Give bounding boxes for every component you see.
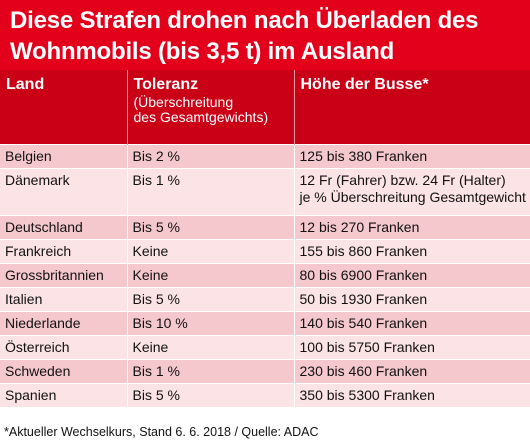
cell-toleranz: Bis 10 %: [127, 310, 295, 335]
cell-toleranz: Bis 1 %: [127, 358, 295, 383]
table-row: Italien Bis 5 % 50 bis 1930 Franken: [0, 286, 530, 311]
cell-busse: 80 bis 6900 Franken: [294, 262, 530, 287]
cell-land: Österreich: [0, 334, 128, 359]
table-row: Niederlande Bis 10 % 140 bis 540 Franken: [0, 310, 530, 335]
header-toleranz: Toleranz (Überschreitung des Gesamtgewic…: [127, 70, 295, 144]
cell-busse: 140 bis 540 Franken: [294, 310, 530, 335]
cell-toleranz: Bis 5 %: [127, 382, 295, 407]
cell-land: Grossbritannien: [0, 262, 128, 287]
cell-land: Belgien: [0, 143, 128, 168]
cell-busse: 12 Fr (Fahrer) bzw. 24 Fr (Halter) je % …: [294, 167, 530, 215]
header-busse: Höhe der Busse*: [300, 76, 429, 93]
table-row: Frankreich Keine 155 bis 860 Franken: [0, 238, 530, 263]
cell-toleranz: Bis 2 %: [127, 143, 295, 168]
table-row: Österreich Keine 100 bis 5750 Franken: [0, 334, 530, 359]
cell-land: Dänemark: [0, 167, 128, 215]
cell-land: Italien: [0, 286, 128, 311]
header-toleranz-title: Toleranz: [133, 76, 199, 93]
headline-line-2: Wohnmobils (bis 3,5 t) im Ausland: [10, 38, 395, 65]
cell-toleranz: Bis 5 %: [127, 214, 295, 239]
table-row: Deutschland Bis 5 % 12 bis 270 Franken: [0, 214, 530, 239]
fines-table: Land Toleranz (Überschreitung des Gesamt…: [0, 70, 530, 407]
cell-busse: 155 bis 860 Franken: [294, 238, 530, 263]
cell-busse: 12 bis 270 Franken: [294, 214, 530, 239]
cell-toleranz: Bis 1 %: [127, 167, 295, 215]
table-row: Dänemark Bis 1 % 12 Fr (Fahrer) bzw. 24 …: [0, 167, 530, 215]
table-row: Grossbritannien Keine 80 bis 6900 Franke…: [0, 262, 530, 287]
table-row: Schweden Bis 1 % 230 bis 460 Franken: [0, 358, 530, 383]
table-row: Spanien Bis 5 % 350 bis 5300 Franken: [0, 382, 530, 407]
cell-busse-line-1: 12 Fr (Fahrer) bzw. 24 Fr (Halter): [299, 171, 506, 188]
footnote: *Aktueller Wechselkurs, Stand 6. 6. 2018…: [4, 425, 319, 439]
table-header: Land Toleranz (Überschreitung des Gesamt…: [0, 70, 530, 144]
cell-land: Schweden: [0, 358, 128, 383]
cell-busse: 350 bis 5300 Franken: [294, 382, 530, 407]
cell-toleranz: Keine: [127, 334, 295, 359]
cell-busse: 125 bis 380 Franken: [294, 143, 530, 168]
headline-line-1: Diese Strafen drohen nach Überladen des: [10, 7, 479, 34]
headline: Diese Strafen drohen nach Überladen des …: [0, 0, 530, 70]
cell-toleranz: Keine: [127, 238, 295, 263]
cell-busse: 230 bis 460 Franken: [294, 358, 530, 383]
cell-land: Niederlande: [0, 310, 128, 335]
cell-land: Spanien: [0, 382, 128, 407]
cell-busse: 50 bis 1930 Franken: [294, 286, 530, 311]
table-body: Belgien Bis 2 % 125 bis 380 Franken Däne…: [0, 143, 530, 407]
cell-toleranz: Keine: [127, 262, 295, 287]
cell-land: Deutschland: [0, 214, 128, 239]
header-land: Land: [0, 70, 128, 144]
table-row: Belgien Bis 2 % 125 bis 380 Franken: [0, 143, 530, 168]
cell-toleranz: Bis 5 %: [127, 286, 295, 311]
header-toleranz-sub-2: des Gesamtgewichts): [133, 109, 269, 125]
cell-busse: 100 bis 5750 Franken: [294, 334, 530, 359]
header-toleranz-sub-1: (Überschreitung: [133, 94, 234, 110]
cell-busse-line-2: je % Überschreitung Gesamtgewicht: [299, 188, 526, 205]
cell-land: Frankreich: [0, 238, 128, 263]
